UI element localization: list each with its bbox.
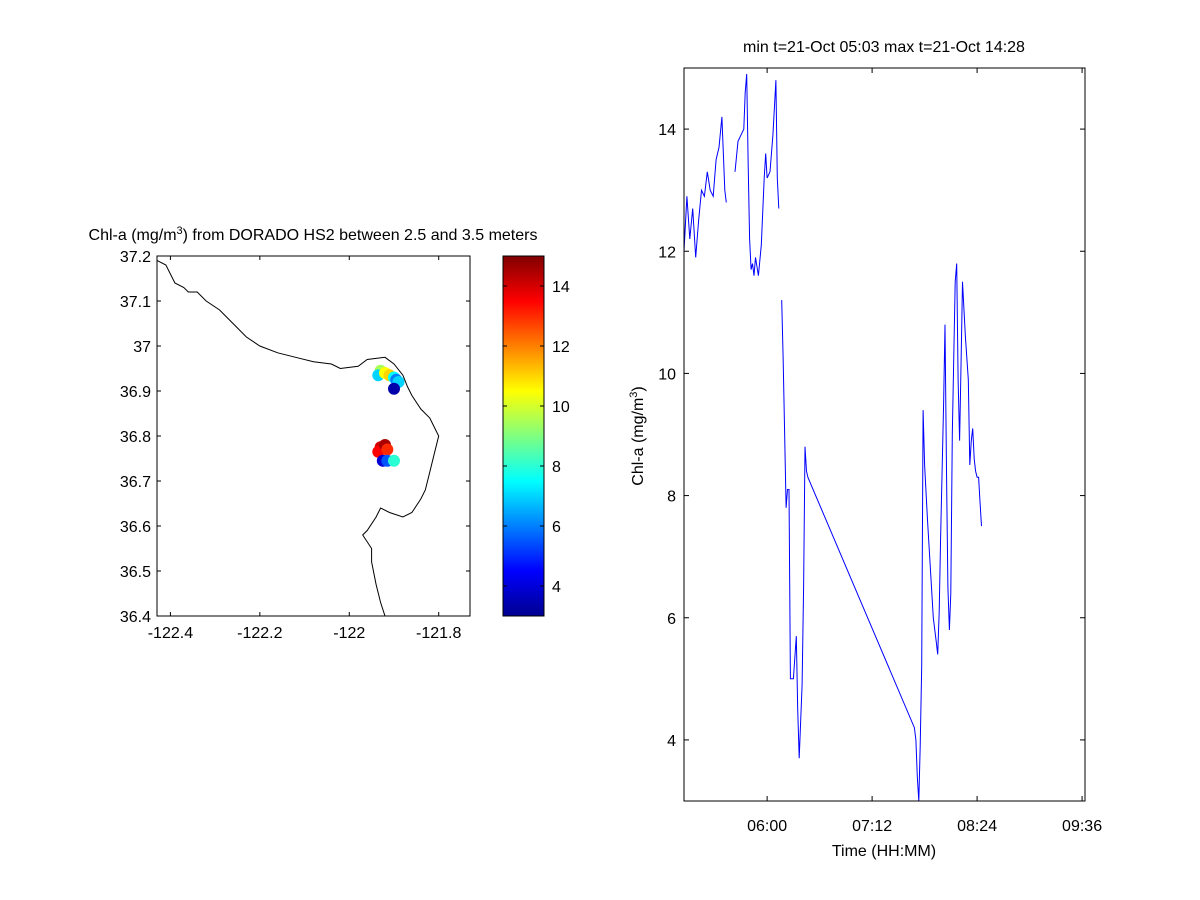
- y-tick-label: 36.7: [120, 474, 151, 491]
- colorbar-tick-label: 12: [552, 339, 570, 356]
- x-tick-label: 06:00: [747, 818, 787, 835]
- y-tick-label: 36.4: [120, 609, 151, 626]
- y-tick-label: 6: [667, 611, 676, 628]
- y-tick-label: 12: [658, 244, 676, 261]
- y-tick-label: 36.9: [120, 384, 151, 401]
- timeseries-axes-frame: [683, 67, 1086, 802]
- y-tick-label: 37: [133, 339, 151, 356]
- x-tick-label: -121.8: [416, 625, 461, 642]
- data-point: [381, 443, 394, 456]
- data-point: [388, 454, 400, 467]
- timeseries-xlabel: Time (HH:MM): [832, 843, 936, 860]
- timeseries-ylabel: Chl-a (mg/m3): [628, 386, 647, 485]
- y-tick-label: 36.8: [120, 429, 151, 446]
- coastline: [157, 260, 440, 616]
- colorbar-tick-label: 14: [552, 279, 570, 296]
- data-point: [388, 382, 400, 395]
- timeseries-chart: min t=21-Oct 05:03 max t=21-Oct 14:28 06…: [628, 39, 1102, 860]
- colorbar-tick-label: 4: [552, 579, 561, 596]
- x-tick-label: 07:12: [852, 818, 892, 835]
- x-tick-label: -122: [333, 625, 365, 642]
- y-tick-label: 36.6: [120, 519, 151, 536]
- y-tick-label: 37.1: [120, 294, 151, 311]
- x-tick-label: -122.4: [148, 625, 193, 642]
- colorbar-tick-label: 8: [552, 459, 561, 476]
- y-tick-label: 37.2: [120, 249, 151, 266]
- colorbar: 4 6 8 10 12 14: [502, 255, 570, 617]
- y-tick-label: 36.5: [120, 564, 151, 581]
- map-axes-frame: [156, 255, 471, 617]
- x-tick-label: 09:36: [1062, 818, 1102, 835]
- series-line: [684, 116, 727, 258]
- series-line: [781, 263, 982, 801]
- x-tick-label: -122.2: [237, 625, 282, 642]
- y-tick-label: 8: [667, 489, 676, 506]
- y-tick-label: 4: [667, 733, 676, 750]
- colorbar-tick-label: 10: [552, 399, 570, 416]
- map-title: Chl-a (mg/m3) from DORADO HS2 between 2.…: [89, 225, 538, 244]
- series-line: [734, 74, 780, 276]
- y-tick-label: 10: [658, 366, 676, 383]
- map-chart: Chl-a (mg/m3) from DORADO HS2 between 2.…: [89, 225, 538, 642]
- timeseries-title: min t=21-Oct 05:03 max t=21-Oct 14:28: [743, 39, 1025, 56]
- colorbar-gradient: [502, 255, 545, 617]
- x-tick-label: 08:24: [957, 818, 997, 835]
- colorbar-tick-label: 6: [552, 519, 561, 536]
- y-tick-label: 14: [658, 122, 676, 139]
